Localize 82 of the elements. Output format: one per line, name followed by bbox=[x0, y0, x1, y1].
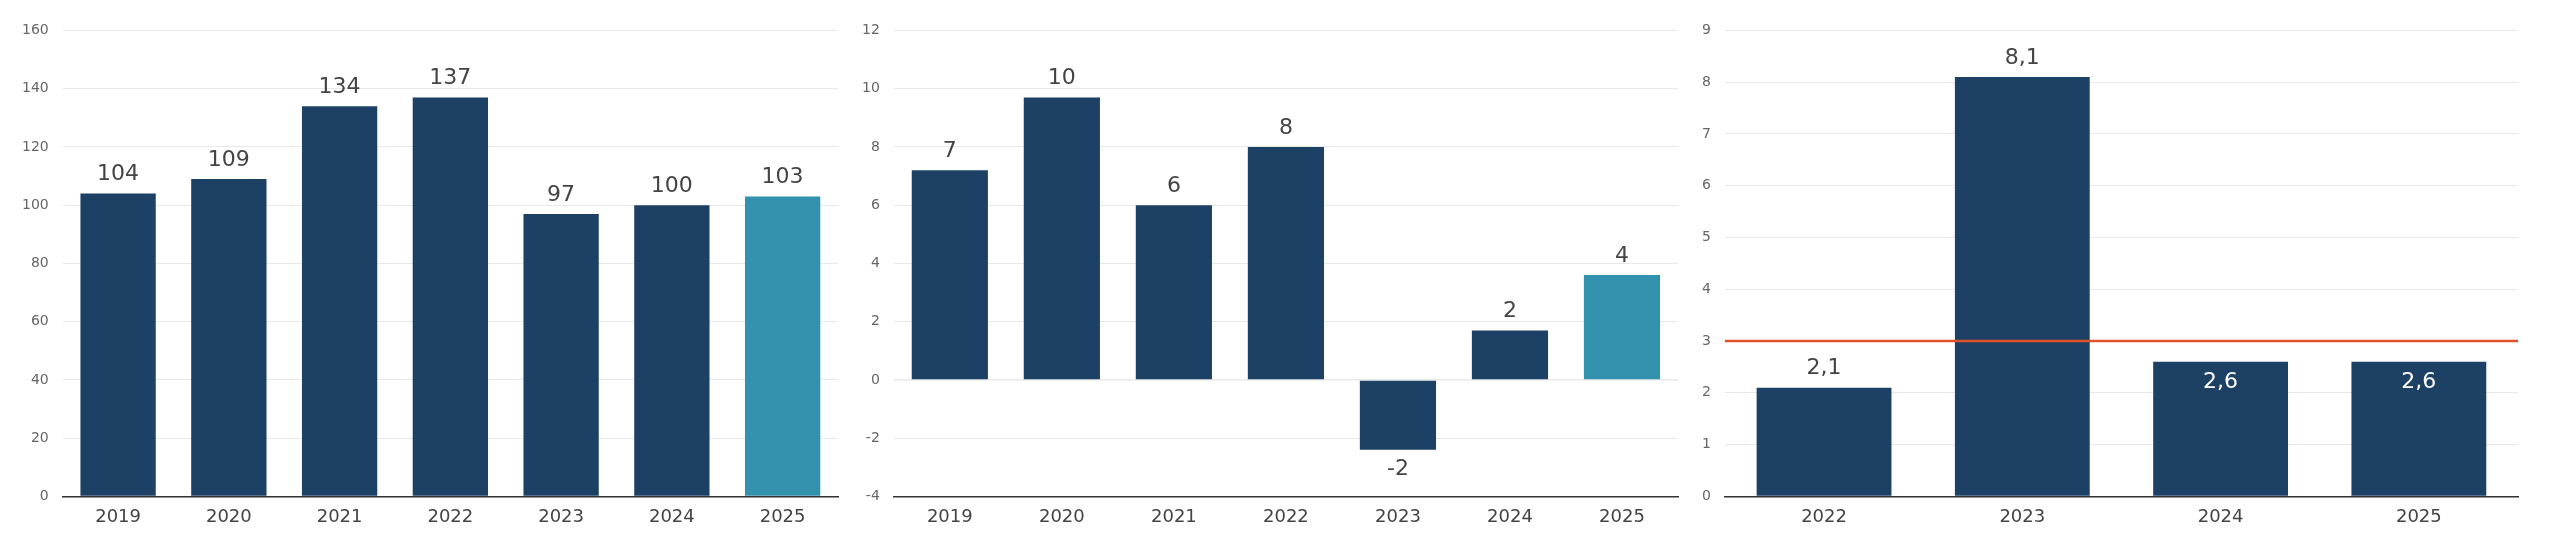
x-tick-label: 2020 bbox=[205, 504, 252, 526]
y-tick-label: 5 bbox=[1701, 228, 1711, 245]
x-tick-label: 2023 bbox=[1375, 504, 1421, 526]
x-tick-label: 2024 bbox=[2197, 504, 2244, 526]
y-tick-label: 100 bbox=[21, 195, 49, 212]
data-label: 6 bbox=[1166, 171, 1181, 197]
data-label: 103 bbox=[761, 163, 804, 189]
y-tick-label: 12 bbox=[861, 21, 880, 38]
bar bbox=[301, 106, 378, 496]
y-tick-label: 120 bbox=[21, 137, 49, 154]
bar bbox=[911, 170, 988, 380]
bar bbox=[1471, 330, 1549, 380]
data-label: 2,6 bbox=[2401, 368, 2437, 394]
x-tick-label: 2024 bbox=[1487, 504, 1533, 526]
y-tick-label: 0 bbox=[870, 370, 880, 387]
y-tick-label: 40 bbox=[30, 370, 49, 387]
x-tick-label: 2022 bbox=[1263, 504, 1309, 526]
x-tick-label: 2025 bbox=[2395, 504, 2442, 526]
data-label: 2,1 bbox=[1806, 354, 1842, 380]
bar bbox=[634, 205, 710, 496]
data-label: 8,1 bbox=[2004, 43, 2040, 69]
y-tick-label: 60 bbox=[30, 312, 49, 329]
x-tick-label: 2021 bbox=[316, 504, 363, 526]
data-label: 10 bbox=[1047, 64, 1076, 90]
y-tick-label: 4 bbox=[1701, 279, 1711, 296]
y-tick-label: 8 bbox=[1701, 72, 1711, 89]
x-tick-label: 2021 bbox=[1150, 504, 1197, 526]
x-tick-label: 2025 bbox=[759, 504, 806, 526]
x-tick-label: 2024 bbox=[648, 504, 695, 526]
x-tick-label: 2019 bbox=[95, 504, 141, 526]
x-tick-label: 2023 bbox=[1999, 504, 2046, 526]
y-tick-label: 160 bbox=[21, 21, 49, 38]
data-label: 134 bbox=[318, 72, 361, 98]
y-tick-label: 80 bbox=[30, 254, 49, 271]
y-tick-label: 10 bbox=[861, 79, 880, 96]
bar bbox=[1023, 97, 1100, 380]
y-tick-label: 6 bbox=[870, 195, 880, 212]
y-tick-label: 8 bbox=[870, 137, 880, 154]
data-label: 4 bbox=[1614, 241, 1629, 267]
data-label: 109 bbox=[207, 145, 250, 171]
bar bbox=[1135, 205, 1212, 380]
y-tick-label: 4 bbox=[870, 254, 880, 271]
bar bbox=[2351, 361, 2487, 496]
y-tick-label: 0 bbox=[39, 487, 49, 504]
y-tick-label: 1 bbox=[1701, 435, 1711, 452]
bar bbox=[1583, 275, 1661, 380]
bar bbox=[523, 213, 599, 496]
bar bbox=[412, 97, 489, 496]
y-tick-label: -2 bbox=[865, 428, 880, 445]
bar bbox=[1756, 387, 1892, 496]
data-label: 104 bbox=[97, 160, 140, 186]
bar bbox=[1247, 146, 1324, 380]
bar bbox=[1954, 77, 2090, 496]
data-label: 137 bbox=[429, 64, 472, 90]
y-tick-label: 20 bbox=[30, 428, 49, 445]
y-tick-label: 2 bbox=[870, 312, 880, 329]
x-tick-label: 2025 bbox=[1599, 504, 1645, 526]
x-tick-label: 2023 bbox=[538, 504, 585, 526]
y-tick-label: 2 bbox=[1701, 383, 1711, 400]
y-tick-label: 7 bbox=[1701, 124, 1711, 141]
data-label: 100 bbox=[650, 171, 693, 197]
data-label: 2,6 bbox=[2203, 368, 2239, 394]
bar bbox=[2153, 361, 2288, 496]
x-tick-label: 2022 bbox=[1801, 504, 1847, 526]
x-tick-label: 2022 bbox=[427, 504, 474, 526]
x-tick-label: 2019 bbox=[926, 504, 973, 526]
bar bbox=[80, 193, 156, 496]
y-tick-label: -4 bbox=[865, 487, 880, 504]
bar bbox=[1359, 380, 1437, 450]
y-tick-label: 3 bbox=[1701, 331, 1711, 348]
y-tick-label: 6 bbox=[1701, 176, 1711, 193]
data-label: 97 bbox=[547, 180, 576, 206]
y-tick-label: 9 bbox=[1701, 21, 1711, 38]
data-label: 7 bbox=[942, 136, 957, 162]
data-label: -2 bbox=[1386, 454, 1409, 480]
bar bbox=[744, 196, 821, 496]
data-label: 8 bbox=[1278, 113, 1293, 139]
y-tick-label: 0 bbox=[1701, 487, 1711, 504]
bar bbox=[191, 178, 267, 496]
x-tick-label: 2020 bbox=[1038, 504, 1085, 526]
y-tick-label: 140 bbox=[21, 79, 49, 96]
data-label: 2 bbox=[1502, 297, 1517, 323]
